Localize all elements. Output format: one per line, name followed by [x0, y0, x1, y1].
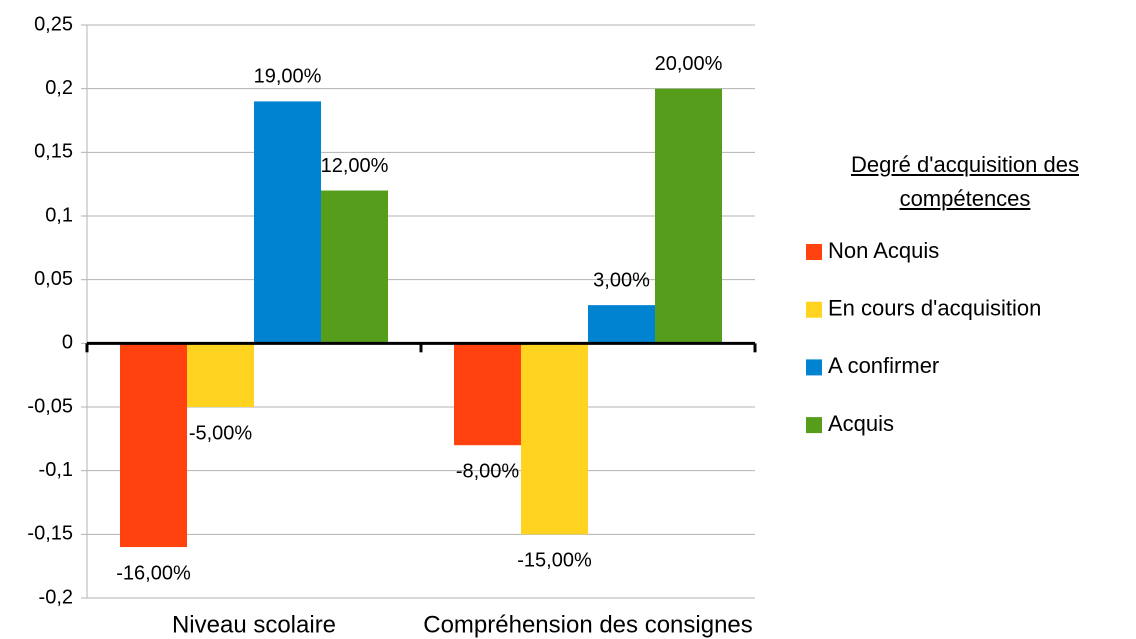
- data-label: -15,00%: [517, 550, 592, 572]
- y-tick-label: 0: [62, 332, 73, 354]
- legend-label: Non Acquis: [828, 238, 939, 263]
- data-label: 20,00%: [655, 53, 723, 75]
- data-label: -16,00%: [116, 562, 191, 584]
- y-tick-label: 0,1: [45, 204, 73, 226]
- legend-label: Acquis: [828, 411, 894, 436]
- y-tick-label: 0,25: [34, 13, 73, 35]
- bar: [588, 305, 655, 344]
- legend-swatch: [806, 417, 822, 434]
- bar: [655, 88, 722, 344]
- y-tick-label: -0,15: [27, 523, 73, 545]
- legend-swatch: [806, 301, 822, 318]
- x-tick-label: Compréhension des consignes: [423, 611, 753, 638]
- bar: [454, 343, 521, 446]
- legend-label: A confirmer: [828, 353, 939, 378]
- legend-label: En cours d'acquisition: [828, 296, 1041, 321]
- bar: [321, 190, 388, 344]
- bar: [120, 343, 187, 548]
- data-label: -8,00%: [456, 460, 520, 482]
- data-label: 19,00%: [254, 66, 322, 88]
- y-tick-label: 0,05: [34, 268, 73, 290]
- bar: [521, 343, 588, 535]
- legend-swatch: [806, 359, 822, 376]
- bar: [187, 343, 254, 407]
- data-label: 12,00%: [321, 155, 389, 177]
- data-label: 3,00%: [593, 269, 650, 291]
- legend-title: Degré d'acquisition des compétences: [850, 152, 1079, 211]
- y-tick-label: 0,15: [34, 141, 73, 163]
- bar: [254, 101, 321, 344]
- y-tick-label: -0,1: [39, 459, 73, 481]
- data-label: -5,00%: [189, 422, 253, 444]
- legend-swatch: [806, 244, 822, 260]
- y-tick-label: -0,2: [39, 586, 73, 608]
- x-tick-label: Niveau scolaire: [172, 611, 336, 638]
- y-tick-label: -0,05: [27, 395, 73, 417]
- y-tick-label: 0,2: [45, 77, 73, 99]
